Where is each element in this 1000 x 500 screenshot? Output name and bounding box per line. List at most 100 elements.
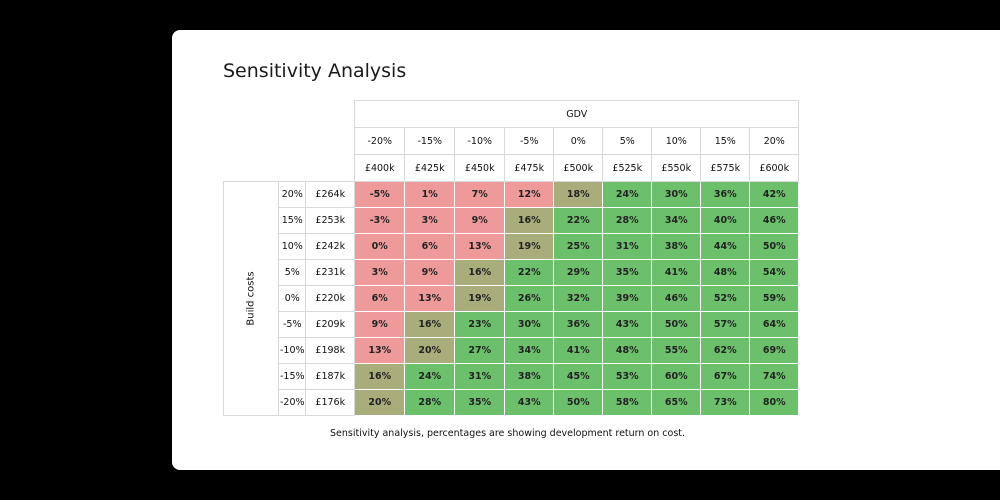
return-cell: 35% bbox=[602, 259, 653, 286]
gdv-value-cell: £450k bbox=[454, 154, 506, 182]
return-cell: 7% bbox=[454, 181, 506, 208]
return-cell: 6% bbox=[354, 285, 406, 312]
return-cell: -3% bbox=[354, 207, 406, 234]
return-cell: 27% bbox=[454, 337, 506, 364]
return-cell: 43% bbox=[504, 389, 555, 416]
build-cost-pct: 5% bbox=[278, 259, 307, 286]
build-cost-value: £198k bbox=[305, 337, 356, 364]
return-cell: 29% bbox=[553, 259, 604, 286]
table-row: 10% £242k 0% 6% 13% 19% 25% 31% 38% 44% 50% bbox=[224, 233, 800, 260]
return-cell: 50% bbox=[553, 389, 604, 416]
sensitivity-table: GDV -20% -15% -10% -5% 0% 5% 10% 15% 20% £400k £425… bbox=[222, 100, 800, 416]
build-cost-pct: 20% bbox=[278, 181, 307, 208]
corner-blank bbox=[224, 101, 355, 128]
return-cell: 26% bbox=[504, 285, 555, 312]
return-cell: 12% bbox=[504, 181, 555, 208]
return-cell: 60% bbox=[651, 363, 702, 390]
gdv-value-cell: £525k bbox=[602, 154, 653, 182]
return-cell: 64% bbox=[749, 311, 800, 338]
return-cell: 6% bbox=[404, 233, 456, 260]
return-cell: 20% bbox=[404, 337, 456, 364]
table-row: -15% £187k 16% 24% 31% 38% 45% 53% 60% 67% 74% bbox=[224, 363, 800, 390]
return-cell: -5% bbox=[354, 181, 406, 208]
return-cell: 24% bbox=[404, 363, 456, 390]
return-cell: 3% bbox=[404, 207, 456, 234]
build-cost-pct: -20% bbox=[278, 389, 307, 416]
return-cell: 50% bbox=[651, 311, 702, 338]
table-row: Build costs 20% £264k -5% 1% 7% 12% 18% 24% 30% 36… bbox=[222, 181, 800, 416]
return-cell: 62% bbox=[700, 337, 751, 364]
return-cell: 41% bbox=[553, 337, 604, 364]
gdv-pct-cell: 15% bbox=[700, 127, 751, 155]
build-cost-value: £187k bbox=[305, 363, 356, 390]
return-cell: 16% bbox=[354, 363, 406, 390]
table-row: 5% £231k 3% 9% 16% 22% 29% 35% 41% 48% 54% bbox=[224, 259, 800, 286]
return-cell: 20% bbox=[354, 389, 406, 416]
return-cell: 30% bbox=[504, 311, 555, 338]
return-cell: 23% bbox=[454, 311, 506, 338]
return-cell: 55% bbox=[651, 337, 702, 364]
return-cell: 22% bbox=[504, 259, 555, 286]
table-row: -20% £176k 20% 28% 35% 43% 50% 58% 65% 73% 80% bbox=[224, 389, 800, 416]
build-cost-pct: -15% bbox=[278, 363, 307, 390]
return-cell: 50% bbox=[749, 233, 800, 260]
return-cell: 46% bbox=[749, 207, 800, 234]
return-cell: 74% bbox=[749, 363, 800, 390]
return-cell: 34% bbox=[651, 207, 702, 234]
gdv-pct-cell: 10% bbox=[651, 127, 702, 155]
return-cell: 38% bbox=[504, 363, 555, 390]
return-cell: 19% bbox=[454, 285, 506, 312]
return-cell: 35% bbox=[454, 389, 506, 416]
page-title: Sensitivity Analysis bbox=[223, 60, 407, 82]
build-cost-pct: -5% bbox=[278, 311, 307, 338]
return-cell: 9% bbox=[354, 311, 406, 338]
return-cell: 44% bbox=[700, 233, 751, 260]
return-cell: 16% bbox=[404, 311, 456, 338]
return-cell: 80% bbox=[749, 389, 800, 416]
return-cell: 40% bbox=[700, 207, 751, 234]
return-cell: 34% bbox=[504, 337, 555, 364]
return-cell: 16% bbox=[454, 259, 506, 286]
return-cell: 24% bbox=[602, 181, 653, 208]
gdv-value-cell: £600k bbox=[749, 154, 800, 182]
return-cell: 38% bbox=[651, 233, 702, 260]
gdv-value-cell: £575k bbox=[700, 154, 751, 182]
return-cell: 65% bbox=[651, 389, 702, 416]
build-cost-pct: -10% bbox=[278, 337, 307, 364]
return-cell: 36% bbox=[700, 181, 751, 208]
build-cost-value: £264k bbox=[305, 181, 356, 208]
build-cost-value: £231k bbox=[305, 259, 356, 286]
build-cost-pct: 15% bbox=[278, 207, 307, 234]
return-cell: 58% bbox=[602, 389, 653, 416]
return-cell: 31% bbox=[454, 363, 506, 390]
return-cell: 39% bbox=[602, 285, 653, 312]
return-cell: 9% bbox=[404, 259, 456, 286]
return-cell: 30% bbox=[651, 181, 702, 208]
gdv-pct-cell: -15% bbox=[404, 127, 456, 155]
build-cost-value: £209k bbox=[305, 311, 356, 338]
gdv-pct-cell: -10% bbox=[454, 127, 506, 155]
build-costs-label-cell: Build costs bbox=[222, 181, 280, 416]
return-cell: 31% bbox=[602, 233, 653, 260]
gdv-header-row: GDV bbox=[224, 100, 800, 128]
build-cost-pct: 10% bbox=[278, 233, 307, 260]
return-cell: 48% bbox=[700, 259, 751, 286]
return-cell: 16% bbox=[504, 207, 555, 234]
gdv-pct-cell: 5% bbox=[602, 127, 653, 155]
return-cell: 48% bbox=[602, 337, 653, 364]
return-cell: 13% bbox=[354, 337, 406, 364]
table-caption: Sensitivity analysis, percentages are sh… bbox=[330, 428, 686, 439]
return-cell: 0% bbox=[354, 233, 406, 260]
return-cell: 18% bbox=[553, 181, 604, 208]
return-cell: 28% bbox=[602, 207, 653, 234]
table-row: 0% £220k 6% 13% 19% 26% 32% 39% 46% 52% 59% bbox=[224, 285, 800, 312]
return-cell: 67% bbox=[700, 363, 751, 390]
gdv-pct-cell: -5% bbox=[504, 127, 555, 155]
return-cell: 3% bbox=[354, 259, 406, 286]
build-cost-value: £176k bbox=[305, 389, 356, 416]
build-costs-label: Build costs bbox=[245, 271, 257, 326]
gdv-pct-cell: 20% bbox=[749, 127, 800, 155]
return-cell: 28% bbox=[404, 389, 456, 416]
build-cost-value: £242k bbox=[305, 233, 356, 260]
build-cost-value: £253k bbox=[305, 207, 356, 234]
